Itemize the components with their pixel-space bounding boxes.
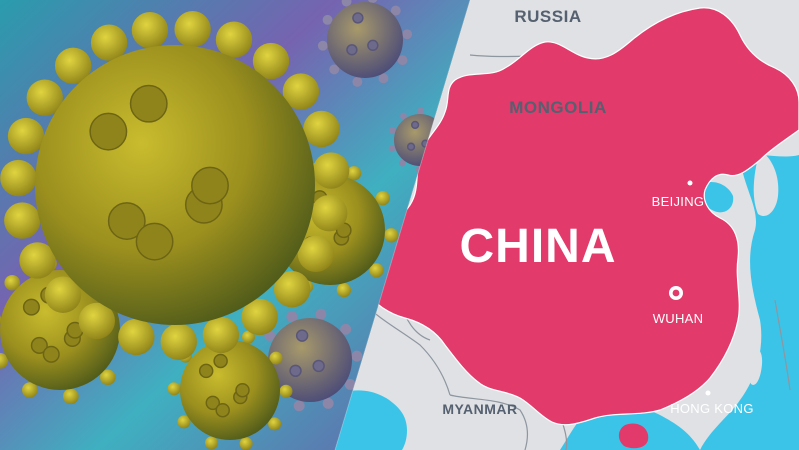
panel-divider bbox=[334, 0, 471, 450]
china-label: CHINA bbox=[460, 220, 617, 273]
bohai-sea bbox=[698, 182, 734, 213]
korean-peninsula bbox=[753, 150, 779, 216]
virus-illustration bbox=[0, 0, 470, 450]
myanmar-label: MYANMAR bbox=[442, 401, 517, 417]
mongolia-label: MONGOLIA bbox=[509, 98, 607, 117]
virus-particle-main bbox=[0, 10, 350, 360]
bay-of-bengal bbox=[335, 390, 407, 450]
virus-particle-lower bbox=[167, 329, 293, 450]
virus-particle-far-1 bbox=[317, 0, 413, 87]
wuhan-marker bbox=[672, 289, 680, 297]
hainan-island bbox=[618, 423, 649, 449]
wuhan-label: WUHAN bbox=[653, 311, 704, 326]
russia-label: RUSSIA bbox=[514, 7, 581, 26]
hong-kong-label: HONG KONG bbox=[670, 401, 754, 416]
east-sea bbox=[700, 155, 799, 450]
beijing-marker bbox=[687, 180, 693, 186]
taiwan bbox=[748, 348, 763, 385]
beijing-label: BEIJING bbox=[652, 194, 705, 209]
hong-kong-marker bbox=[705, 390, 711, 396]
